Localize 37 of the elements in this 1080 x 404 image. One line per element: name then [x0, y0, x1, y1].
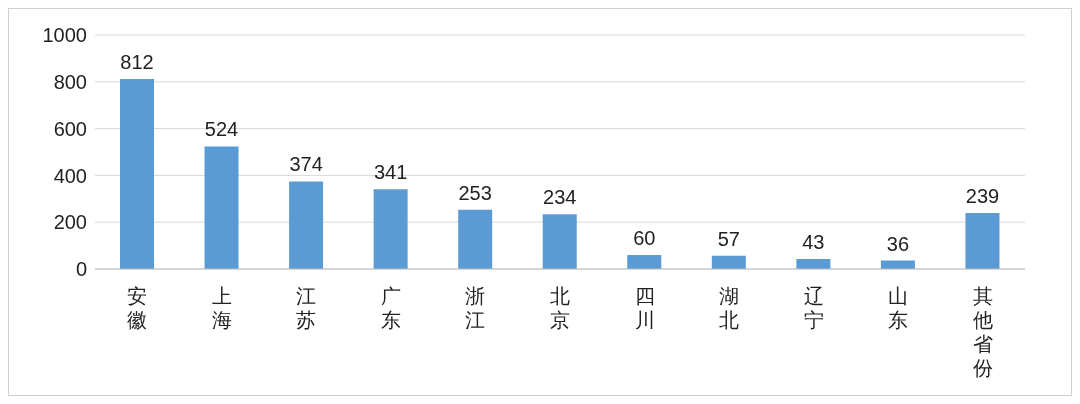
data-label: 239 — [965, 185, 1000, 208]
y-tick-label: 0 — [75, 258, 87, 281]
bar — [965, 213, 1000, 269]
x-tick-label: 广东 — [380, 285, 401, 331]
bar — [204, 146, 239, 269]
x-tick-label: 北京 — [550, 285, 570, 331]
data-label: 234 — [543, 186, 577, 209]
y-tick-label: 600 — [53, 117, 87, 140]
bar — [373, 189, 408, 269]
x-tick-label: 山东 — [888, 285, 909, 331]
x-tick-label: 上海 — [211, 285, 232, 331]
bar — [627, 254, 662, 269]
data-label: 57 — [717, 227, 740, 250]
data-label: 812 — [120, 50, 154, 73]
bar — [711, 255, 746, 269]
y-tick-label: 200 — [53, 211, 87, 234]
y-tick-label: 1000 — [42, 24, 87, 47]
bar — [542, 214, 577, 269]
data-label: 253 — [458, 181, 492, 204]
y-tick-label: 800 — [53, 70, 87, 93]
x-tick-label: 江苏 — [296, 285, 317, 331]
data-label: 524 — [204, 118, 239, 141]
data-label: 36 — [886, 232, 910, 255]
bar — [289, 181, 324, 269]
x-tick-label: 其他省份 — [972, 285, 993, 379]
data-label: 341 — [373, 161, 408, 184]
x-tick-label: 四川 — [634, 285, 655, 331]
bar — [458, 209, 493, 269]
x-tick-label: 湖北 — [719, 285, 740, 331]
data-label: 374 — [289, 153, 323, 176]
x-tick-label: 浙江 — [465, 285, 486, 331]
data-label: 43 — [802, 230, 825, 253]
bar — [120, 78, 154, 269]
x-tick-label: 安徽 — [127, 285, 148, 331]
data-label: 60 — [633, 226, 656, 249]
y-tick-label: 400 — [53, 164, 87, 187]
x-tick-label: 辽宁 — [803, 285, 824, 331]
